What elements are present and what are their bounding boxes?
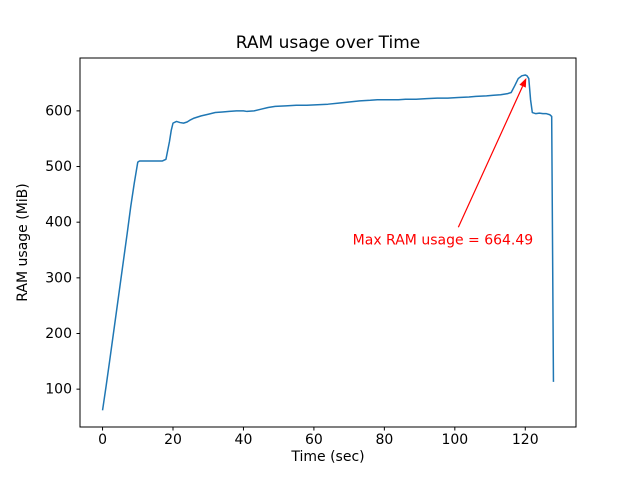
plot-border: [79, 57, 577, 428]
x-tick-label: 80: [375, 432, 393, 448]
y-tick-label: 500: [45, 159, 72, 175]
y-axis-label: RAM usage (MiB): [15, 183, 31, 301]
ram-usage-line: [101, 74, 555, 411]
y-tick-label: 300: [45, 270, 72, 286]
annotation-arrow: [457, 85, 524, 228]
x-axis-label: Time (sec): [290, 449, 364, 465]
annotation-text: Max RAM usage = 664.49: [353, 232, 534, 248]
x-tick-label: 40: [235, 432, 253, 448]
y-tick-label: 400: [45, 215, 72, 231]
y-tick-label: 200: [45, 326, 72, 342]
chart-title: RAM usage over Time: [236, 33, 420, 53]
x-tick-label: 0: [98, 432, 107, 448]
y-tick-label: 100: [45, 382, 72, 398]
x-tick-label: 20: [164, 432, 182, 448]
y-tick-label: 600: [45, 103, 72, 119]
x-tick-label: 120: [512, 432, 539, 448]
annotation-arrowhead: [519, 78, 527, 88]
x-tick-label: 60: [305, 432, 323, 448]
x-tick-label: 100: [441, 432, 468, 448]
